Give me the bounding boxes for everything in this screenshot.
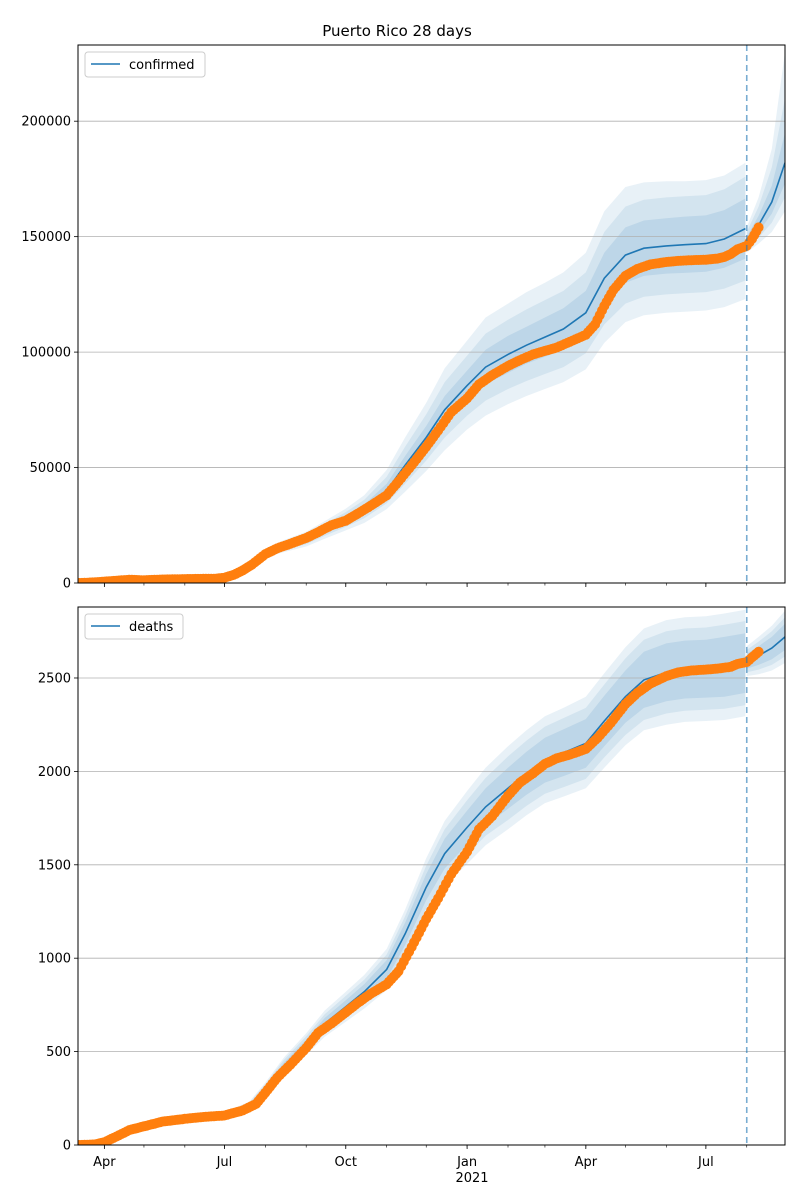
- deaths-observed-points: [78, 646, 764, 1145]
- legend-label-deaths: deaths: [129, 620, 174, 635]
- deaths-axis-ticks: 0 500 1000 1500 2000 2500 Apr Jul Oct Jan Apr Jul: [38, 671, 748, 1170]
- y-tick-label: 50000: [30, 461, 71, 476]
- confirmed-axis-ticks: 0 50000 100000 150000 200000: [21, 115, 748, 592]
- deaths-panel: 0 500 1000 1500 2000 2500 Apr Jul Oct Jan Apr Jul d…: [38, 606, 786, 1170]
- model-band-50-band: [78, 198, 746, 583]
- legend-box: [84, 51, 206, 78]
- forecast-band-95-band: [746, 51, 785, 253]
- confirmed-panel: 0 50000 100000 150000 200000 confirmed: [21, 44, 786, 592]
- forecast-band-80-band: [746, 98, 785, 250]
- y-tick-label: 0: [63, 577, 71, 592]
- x-tick-label: Jul: [697, 1155, 714, 1170]
- confirmed-legend: confirmed: [84, 51, 206, 78]
- confirmed-observed-points: [78, 222, 764, 583]
- observed-point: [753, 646, 764, 657]
- x-tick-label: Oct: [335, 1155, 357, 1170]
- confirmed-plot-frame: [77, 44, 786, 584]
- y-tick-label: 2000: [38, 765, 71, 780]
- legend-label-confirmed: confirmed: [129, 58, 195, 73]
- y-tick-label: 2500: [38, 671, 71, 686]
- model-band-80-band: [78, 176, 746, 583]
- y-tick-label: 1500: [38, 858, 71, 873]
- y-tick-label: 0: [63, 1139, 71, 1154]
- legend-box: [84, 613, 184, 640]
- y-tick-label: 150000: [21, 230, 71, 245]
- x-axis-year-label: 2021: [455, 1171, 488, 1186]
- x-tick-label: Jan: [456, 1155, 477, 1170]
- deaths-plot-frame: [77, 606, 786, 1146]
- y-tick-label: 100000: [21, 346, 71, 361]
- y-tick-label: 1000: [38, 952, 71, 967]
- observed-point: [753, 222, 764, 233]
- y-tick-label: 200000: [21, 115, 71, 130]
- confirmed-uncertainty-bands: [78, 51, 785, 583]
- x-tick-label: Apr: [93, 1155, 116, 1170]
- model-band-95-band: [78, 162, 746, 583]
- x-tick-label: Apr: [575, 1155, 598, 1170]
- deaths-legend: deaths: [84, 613, 184, 640]
- y-tick-label: 500: [46, 1045, 71, 1060]
- chart-title: Puerto Rico 28 days: [322, 22, 472, 40]
- model-band-50-band: [78, 633, 746, 1145]
- x-tick-label: Jul: [216, 1155, 233, 1170]
- model-band-95-band: [78, 609, 746, 1145]
